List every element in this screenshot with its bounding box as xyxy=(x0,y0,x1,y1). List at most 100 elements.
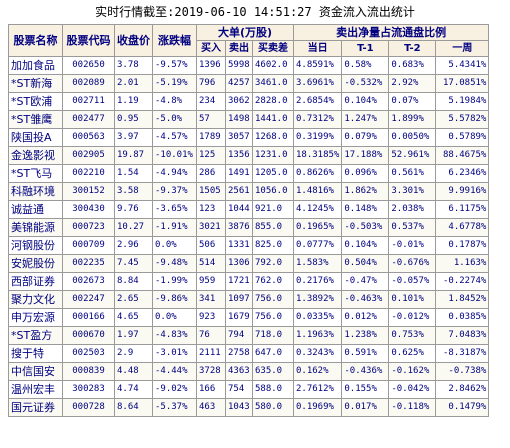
cell-change: -9.48% xyxy=(152,254,197,273)
table-row: 河钢股份 000709 2.96 0.0% 506 1331 825.0 0.0777% 0.1… xyxy=(8,236,490,255)
cell-t2: -0.118% xyxy=(388,398,437,417)
cell-price: 4.65 xyxy=(114,308,153,327)
col-header-today: 当日 xyxy=(292,40,343,57)
cell-change: -4.8% xyxy=(152,92,197,111)
cell-change: -10.01% xyxy=(152,146,197,165)
cell-sell: 2561 xyxy=(225,182,253,201)
cell-today: 0.0335% xyxy=(292,308,343,327)
cell-week: -0.738% xyxy=(435,362,490,381)
col-header-name: 股票名称 xyxy=(8,24,63,57)
table-row: 聚力文化 002247 2.65 -9.86% 341 1097 756.0 1.3892% -… xyxy=(8,290,490,309)
cell-today: 0.8626% xyxy=(292,164,343,183)
cell-today: 1.1963% xyxy=(292,326,343,345)
cell-change: -9.02% xyxy=(152,380,197,399)
cell-t1: 1.238% xyxy=(341,326,390,345)
cell-today: 0.7312% xyxy=(292,110,343,129)
cell-change: -4.94% xyxy=(152,164,197,183)
cell-buy: 286 xyxy=(196,164,226,183)
cell-buy: 125 xyxy=(196,146,226,165)
col-header-t2: T-2 xyxy=(388,40,437,57)
cell-diff: 792.0 xyxy=(252,254,294,273)
cell-diff: 1441.0 xyxy=(252,110,294,129)
cell-today: 0.1969% xyxy=(292,398,343,417)
cell-week: 5.5782% xyxy=(435,110,490,129)
cell-name: 国元证券 xyxy=(8,398,63,417)
cell-sell: 1306 xyxy=(225,254,253,273)
cell-week: 9.9916% xyxy=(435,182,490,201)
cell-sell: 1679 xyxy=(225,308,253,327)
cell-sell: 4257 xyxy=(225,74,253,93)
cell-diff: 1056.0 xyxy=(252,182,294,201)
cell-buy: 1789 xyxy=(196,128,226,147)
cell-week: 6.1175% xyxy=(435,200,490,219)
cell-sell: 1721 xyxy=(225,272,253,291)
cell-price: 1.54 xyxy=(114,164,153,183)
cell-t2: 1.899% xyxy=(388,110,437,129)
cell-today: 0.3199% xyxy=(292,128,343,147)
cell-code: 300152 xyxy=(62,182,115,201)
cell-code: 000166 xyxy=(62,308,115,327)
cell-t1: -0.47% xyxy=(341,272,390,291)
cell-name: 温州宏丰 xyxy=(8,380,63,399)
cell-t1: 0.104% xyxy=(341,92,390,111)
cell-t1: 1.247% xyxy=(341,110,390,129)
cell-change: -3.01% xyxy=(152,344,197,363)
cell-change: 0.0% xyxy=(152,308,197,327)
cell-code: 000709 xyxy=(62,236,115,255)
cell-t2: -0.676% xyxy=(388,254,437,273)
cell-code: 002477 xyxy=(62,110,115,129)
cell-name: 诚益通 xyxy=(8,200,63,219)
cell-sell: 1044 xyxy=(225,200,253,219)
table-row: 搜于特 002503 2.9 -3.01% 2111 2758 647.0 0.3243% 0.… xyxy=(8,344,490,363)
table-row: 温州宏丰 300283 4.74 -9.02% 166 754 588.0 2.7612% 0.… xyxy=(8,380,490,399)
cell-sell: 3062 xyxy=(225,92,253,111)
cell-t1: -0.436% xyxy=(341,362,390,381)
cell-t1: 0.096% xyxy=(341,164,390,183)
cell-name: 安妮股份 xyxy=(8,254,63,273)
cell-buy: 341 xyxy=(196,290,226,309)
report-title: 实时行情截至:2019-06-10 14:51:27 资金流入流出统计 xyxy=(95,5,415,19)
cell-t2: 0.753% xyxy=(388,326,437,345)
cell-change: -5.37% xyxy=(152,398,197,417)
cell-name: 申万宏源 xyxy=(8,308,63,327)
table-row: *ST飞马 002210 1.54 -4.94% 286 1491 1205.0 0.8626… xyxy=(8,164,490,183)
cell-price: 8.84 xyxy=(114,272,153,291)
cell-week: 1.8452% xyxy=(435,290,490,309)
table-row: 申万宏源 000166 4.65 0.0% 923 1679 756.0 0.0335% 0.0… xyxy=(8,308,490,327)
cell-change: -1.99% xyxy=(152,272,197,291)
cell-buy: 1396 xyxy=(196,56,226,75)
cell-diff: 855.0 xyxy=(252,218,294,237)
cell-name: 搜于特 xyxy=(8,344,63,363)
cell-today: 4.1245% xyxy=(292,200,343,219)
cell-sell: 754 xyxy=(225,380,253,399)
col-header-price: 收盘价 xyxy=(114,24,153,57)
cell-today: 0.2176% xyxy=(292,272,343,291)
cell-sell: 1498 xyxy=(225,110,253,129)
table-row: *ST新海 002089 2.01 -5.19% 796 4257 3461.0 3.6961… xyxy=(8,74,490,93)
cell-name: *ST雏鹰 xyxy=(8,110,63,129)
cell-change: -4.83% xyxy=(152,326,197,345)
cell-today: 1.4816% xyxy=(292,182,343,201)
cell-week: 4.6778% xyxy=(435,218,490,237)
cell-price: 2.9 xyxy=(114,344,153,363)
cell-price: 3.78 xyxy=(114,56,153,75)
cell-t1: 1.862% xyxy=(341,182,390,201)
table-row: 美锦能源 000723 10.27 -1.91% 3021 3876 855.0 0.1965… xyxy=(8,218,490,237)
cell-name: *ST盈方 xyxy=(8,326,63,345)
cell-t2: 52.961% xyxy=(388,146,437,165)
cell-today: 4.8591% xyxy=(292,56,343,75)
cell-price: 4.74 xyxy=(114,380,153,399)
table-row: 诚益通 300430 9.76 -3.65% 123 1044 921.0 4.1245% 0.… xyxy=(8,200,490,219)
cell-t1: -0.532% xyxy=(341,74,390,93)
cell-price: 2.01 xyxy=(114,74,153,93)
cell-price: 7.45 xyxy=(114,254,153,273)
cell-code: 300283 xyxy=(62,380,115,399)
cell-sell: 1491 xyxy=(225,164,253,183)
cell-t1: 17.188% xyxy=(341,146,390,165)
cell-diff: 1205.0 xyxy=(252,164,294,183)
cell-today: 3.6961% xyxy=(292,74,343,93)
cell-code: 002503 xyxy=(62,344,115,363)
cell-change: -3.65% xyxy=(152,200,197,219)
cell-code: 000728 xyxy=(62,398,115,417)
cell-t1: 0.155% xyxy=(341,380,390,399)
